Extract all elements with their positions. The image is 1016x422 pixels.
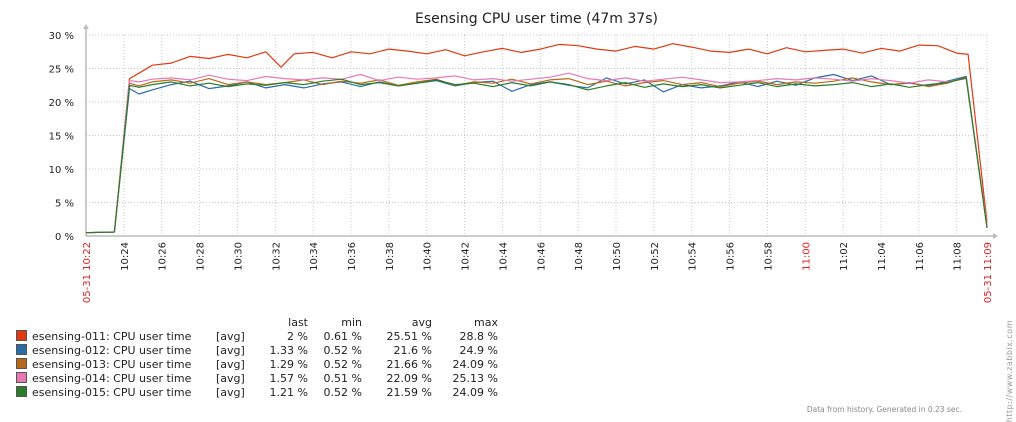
legend-last: 2 % <box>287 330 308 343</box>
legend-max: 24.9 % <box>459 344 498 357</box>
legend-last: 1.29 % <box>269 358 308 371</box>
y-tick-label: 20 % <box>49 98 74 109</box>
legend-func: [avg] <box>216 386 245 399</box>
legend: last min avg max esensing-011: CPU user … <box>16 316 498 400</box>
legend-series-name: esensing-012: CPU user time <box>32 344 192 357</box>
legend-min: 0.51 % <box>323 372 362 385</box>
x-tick-label: 05-31 10:22 <box>82 242 93 303</box>
legend-max: 24.09 % <box>452 386 498 399</box>
y-tick-label: 0 % <box>55 232 74 243</box>
x-tick-label: 10:58 <box>763 242 774 271</box>
legend-header-min: min <box>341 316 362 329</box>
legend-avg: 22.09 % <box>386 372 432 385</box>
y-tick-label: 5 % <box>55 199 74 210</box>
chart: Esensing CPU user time (47m 37s) 0 % 5 % 1… <box>49 11 998 303</box>
legend-swatch <box>16 372 27 383</box>
x-tick-label: 11:00 <box>801 242 812 271</box>
x-tick-label: 10:42 <box>461 242 472 271</box>
x-axis-ticks: 05-31 10:22 10:24 10:26 10:28 10:30 10:32 10:3… <box>82 242 994 303</box>
x-tick-label: 10:56 <box>726 242 737 271</box>
legend-max: 28.8 % <box>459 330 498 343</box>
legend-func: [avg] <box>216 358 245 371</box>
x-tick-label: 10:30 <box>233 242 244 271</box>
grid <box>85 34 988 237</box>
legend-series-name: esensing-015: CPU user time <box>32 386 192 399</box>
y-tick-label: 15 % <box>49 132 74 143</box>
x-tick-label: 10:28 <box>196 242 207 271</box>
legend-row: esensing-011: CPU user time [avg] 2 % 0.61 … <box>16 330 498 344</box>
legend-max: 24.09 % <box>452 358 498 371</box>
x-tick-label: 10:50 <box>612 242 623 271</box>
x-tick-label: 11:04 <box>877 242 888 271</box>
series-line-1 <box>85 43 988 234</box>
legend-header-avg: avg <box>411 316 432 329</box>
legend-func: [avg] <box>216 330 245 343</box>
y-tick-label: 30 % <box>49 31 74 42</box>
legend-header-last: last <box>288 316 308 329</box>
legend-swatch <box>16 386 27 397</box>
legend-row: esensing-013: CPU user time [avg] 1.29 % 0.… <box>16 358 498 372</box>
legend-swatch <box>16 330 27 341</box>
legend-header-max: max <box>474 316 498 329</box>
legend-min: 0.52 % <box>323 358 362 371</box>
x-axis-arrow-icon <box>993 233 998 239</box>
chart-title: Esensing CPU user time (47m 37s) <box>415 11 658 27</box>
generation-footer: Data from history. Generated in 0.23 sec… <box>806 405 962 414</box>
legend-swatch <box>16 358 27 369</box>
x-tick-label: 05-31 11:09 <box>983 242 994 303</box>
legend-last: 1.21 % <box>269 386 308 399</box>
zabbix-link[interactable]: http://www.zabbix.com <box>1005 320 1014 422</box>
legend-min: 0.52 % <box>323 386 362 399</box>
x-tick-label: 10:32 <box>271 242 282 271</box>
y-axis-ticks: 0 % 5 % 10 % 15 % 20 % 25 % 30 % <box>49 31 74 243</box>
x-tick-label: 10:46 <box>536 242 547 271</box>
y-axis-arrow-icon <box>83 24 89 29</box>
legend-func: [avg] <box>216 372 245 385</box>
x-tick-label: 10:34 <box>309 242 320 271</box>
legend-max: 25.13 % <box>452 372 498 385</box>
legend-min: 0.52 % <box>323 344 362 357</box>
legend-last: 1.33 % <box>269 344 308 357</box>
legend-header-row: last min avg max <box>16 316 498 330</box>
legend-row: esensing-012: CPU user time [avg] 1.33 % 0.… <box>16 344 498 358</box>
legend-row: esensing-014: CPU user time [avg] 1.57 % 0.… <box>16 372 498 386</box>
series-line-3 <box>85 76 988 234</box>
x-tick-label: 10:44 <box>498 242 509 271</box>
legend-avg: 25.51 % <box>386 330 432 343</box>
x-tick-label: 10:38 <box>385 242 396 271</box>
legend-series-name: esensing-014: CPU user time <box>32 372 192 385</box>
legend-avg: 21.59 % <box>386 386 432 399</box>
legend-series-name: esensing-011: CPU user time <box>32 330 192 343</box>
x-tick-label: 10:52 <box>650 242 661 271</box>
legend-series-name: esensing-013: CPU user time <box>32 358 192 371</box>
legend-last: 1.57 % <box>269 372 308 385</box>
series-line-4 <box>85 72 988 234</box>
x-tick-label: 10:40 <box>423 242 434 271</box>
series-layer <box>85 43 988 234</box>
legend-swatch <box>16 344 27 355</box>
y-tick-label: 25 % <box>49 65 74 76</box>
axes <box>83 24 998 239</box>
series-line-2 <box>85 73 988 234</box>
series-line-5 <box>85 77 988 234</box>
x-tick-label: 10:36 <box>347 242 358 271</box>
x-tick-label: 11:06 <box>915 242 926 271</box>
x-tick-label: 10:24 <box>120 242 131 271</box>
x-tick-label: 10:26 <box>158 242 169 271</box>
x-tick-label: 10:48 <box>574 242 585 271</box>
legend-avg: 21.6 % <box>393 344 432 357</box>
x-tick-label: 11:08 <box>953 242 964 271</box>
x-tick-label: 10:54 <box>688 242 699 271</box>
legend-avg: 21.66 % <box>386 358 432 371</box>
legend-min: 0.61 % <box>323 330 362 343</box>
x-tick-label: 11:02 <box>839 242 850 271</box>
y-tick-label: 10 % <box>49 165 74 176</box>
legend-row: esensing-015: CPU user time [avg] 1.21 % 0.… <box>16 386 498 400</box>
legend-func: [avg] <box>216 344 245 357</box>
